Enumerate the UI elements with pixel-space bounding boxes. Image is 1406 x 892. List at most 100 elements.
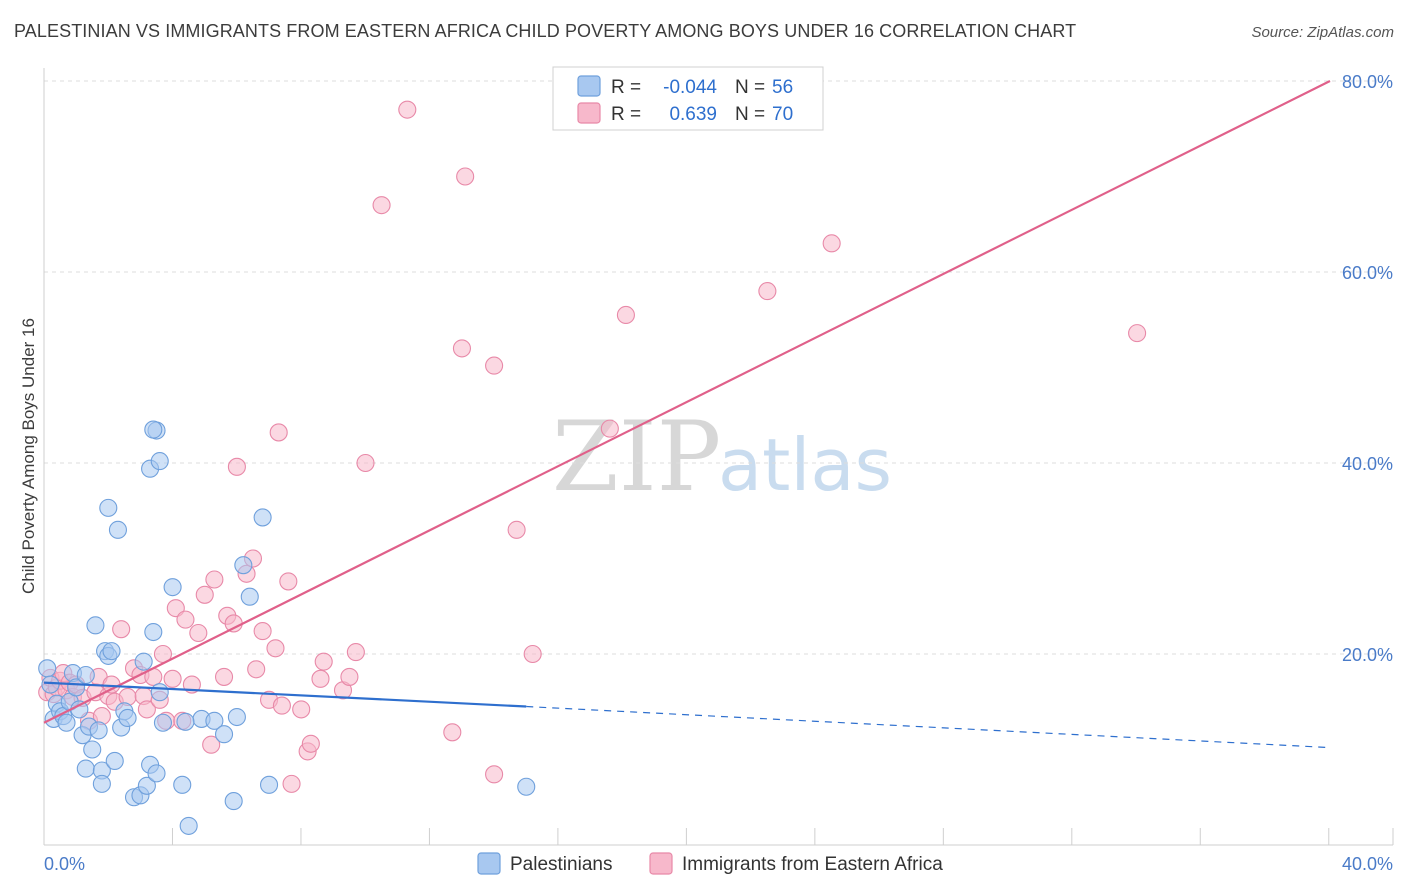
data-point-palestinians (227, 707, 246, 727)
data-point-immigrants (112, 620, 131, 639)
trend-line-immigrants (43, 80, 1331, 724)
series-legend: Palestinians Immigrants from Eastern Afr… (477, 852, 943, 875)
source-credit: Source: ZipAtlas.com (1251, 24, 1394, 41)
data-point-palestinians (83, 740, 102, 759)
data-point-immigrants (247, 660, 266, 679)
y-tick-label: 60.0% (1342, 263, 1393, 283)
data-point-palestinians (102, 642, 121, 661)
y-axis-label: Child Poverty Among Boys Under 16 (19, 318, 38, 594)
data-point-palestinians (144, 622, 163, 642)
data-point-immigrants (137, 700, 156, 719)
data-point-palestinians (99, 498, 118, 517)
data-point-immigrants (202, 735, 221, 754)
data-point-immigrants (507, 520, 526, 539)
y-tick-label: 20.0% (1342, 645, 1393, 665)
x-tick-marks (43, 828, 1394, 845)
data-point-palestinians (134, 652, 153, 671)
trend-lines (43, 80, 1331, 749)
data-point-palestinians (38, 659, 57, 678)
data-point-immigrants (346, 643, 365, 662)
data-point-palestinians (89, 721, 108, 740)
data-point-immigrants (195, 585, 214, 604)
data-point-immigrants (269, 423, 288, 442)
data-point-immigrants (227, 457, 246, 476)
data-point-palestinians (92, 774, 111, 793)
legend-swatch-palestinians (577, 75, 601, 97)
data-point-palestinians (240, 587, 259, 606)
data-point-palestinians (150, 683, 169, 702)
data-point-immigrants (340, 667, 359, 686)
data-point-palestinians (76, 759, 95, 778)
data-point-immigrants (205, 570, 224, 589)
data-point-immigrants (189, 623, 208, 643)
legend-n-value-2: 70 (772, 104, 793, 125)
data-point-immigrants (822, 234, 841, 253)
trend-line-palestinians (43, 681, 527, 708)
data-point-immigrants (266, 639, 285, 658)
data-point-immigrants (398, 100, 417, 119)
data-point-immigrants (372, 196, 391, 215)
data-point-palestinians (150, 452, 169, 471)
correlation-legend: R = -0.044 N = 56 R = 0.639 N = 70 (552, 66, 824, 131)
data-point-palestinians (253, 508, 272, 527)
data-point-palestinians (517, 777, 536, 796)
x-tick-label-max: 40.0% (1342, 854, 1393, 874)
data-point-palestinians (205, 711, 224, 730)
bottom-legend-swatch-immigrants (649, 852, 673, 875)
data-point-immigrants (102, 675, 121, 694)
data-point-palestinians (173, 775, 192, 794)
data-point-palestinians (153, 713, 173, 732)
data-point-palestinians (144, 420, 163, 439)
data-point-palestinians (118, 708, 137, 728)
data-point-immigrants (456, 167, 475, 186)
y-tick-label: 80.0% (1342, 72, 1393, 92)
data-point-immigrants (282, 774, 301, 793)
data-point-palestinians (147, 764, 166, 783)
data-point-immigrants (292, 700, 311, 719)
bottom-legend-swatch-palestinians (477, 852, 501, 875)
data-point-palestinians (259, 775, 279, 794)
data-point-immigrants (311, 669, 330, 688)
data-point-palestinians (214, 725, 234, 744)
data-point-immigrants (616, 305, 635, 325)
bottom-legend-label-palestinians: Palestinians (510, 854, 612, 875)
data-point-palestinians (176, 712, 195, 731)
data-point-palestinians (163, 578, 182, 597)
data-point-immigrants (314, 652, 333, 671)
series-immigrants-points (38, 100, 1147, 793)
data-point-immigrants (176, 610, 195, 629)
data-point-palestinians (137, 776, 156, 795)
data-point-palestinians (57, 713, 76, 732)
legend-r-label-1: R = (611, 77, 641, 98)
data-point-immigrants (356, 453, 375, 473)
legend-r-label-2: R = (611, 104, 641, 125)
data-point-immigrants (452, 339, 472, 358)
data-point-palestinians (108, 520, 127, 539)
data-point-immigrants (1128, 324, 1147, 343)
data-point-palestinians (105, 751, 124, 771)
legend-n-value-1: 56 (772, 77, 793, 98)
data-point-immigrants (523, 644, 542, 664)
data-point-palestinians (224, 792, 243, 811)
data-point-immigrants (443, 723, 462, 742)
watermark-zip: ZIP (552, 401, 721, 513)
y-tick-labels: 20.0% 40.0% 60.0% 80.0% (1342, 72, 1393, 665)
legend-n-label-1: N = (735, 77, 765, 98)
data-point-palestinians (86, 616, 105, 635)
data-point-palestinians (70, 700, 89, 719)
data-point-immigrants (758, 282, 777, 301)
watermark-atlas: atlas (718, 423, 892, 507)
data-point-palestinians (76, 665, 95, 685)
data-point-palestinians (41, 675, 60, 694)
data-point-immigrants (163, 669, 182, 688)
data-point-immigrants (272, 696, 291, 715)
data-point-immigrants (279, 572, 298, 591)
bottom-legend-label-immigrants: Immigrants from Eastern Africa (682, 854, 943, 875)
legend-r-value-1: -0.044 (663, 77, 717, 98)
x-tick-label-min: 0.0% (44, 854, 85, 874)
data-point-immigrants (600, 419, 619, 438)
chart-title: PALESTINIAN VS IMMIGRANTS FROM EASTERN A… (14, 21, 1077, 41)
data-point-immigrants (253, 622, 272, 641)
data-point-immigrants (485, 765, 504, 784)
